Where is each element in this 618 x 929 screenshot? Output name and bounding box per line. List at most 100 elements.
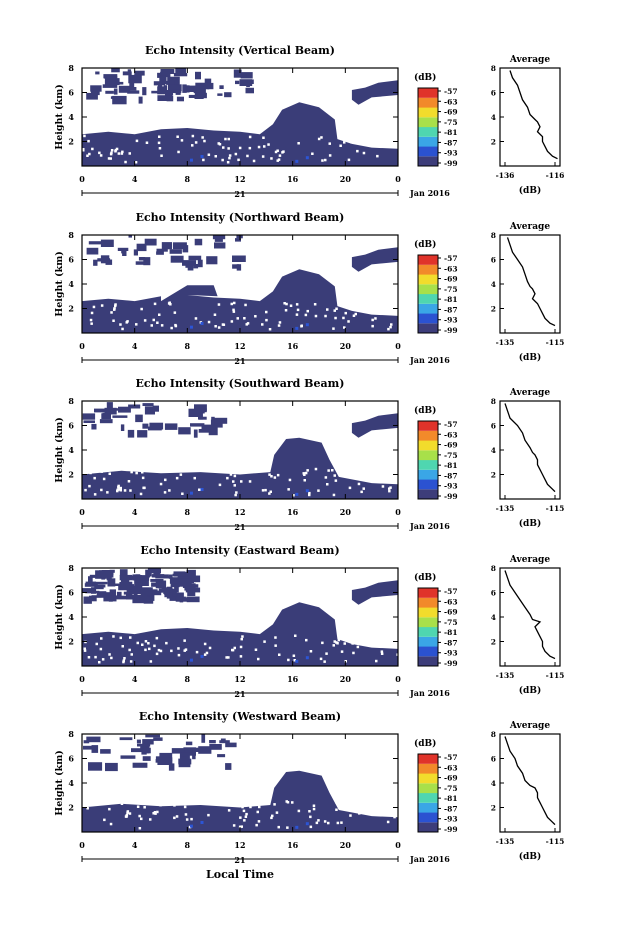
echo-gap: [183, 649, 186, 652]
y-tick-label: 6: [68, 421, 74, 431]
echo-gap: [357, 482, 361, 486]
colorbar-swatch: [418, 773, 438, 784]
echo-speckle: [135, 261, 148, 265]
echo-gap: [335, 808, 338, 811]
colorbar-swatch: [418, 156, 438, 167]
x-tick-label: 0: [395, 840, 401, 850]
echo-speckle: [183, 747, 196, 756]
echo-gap: [130, 470, 133, 474]
echo-gap: [334, 479, 338, 482]
echo-gap: [231, 648, 234, 652]
colorbar-swatch: [418, 255, 438, 265]
y-axis-label: Height (km): [54, 750, 65, 816]
echo-gap: [214, 325, 217, 328]
echo-gap: [128, 152, 131, 155]
echo-gap: [114, 303, 117, 306]
echo-speckle: [153, 737, 163, 741]
echo-gap: [165, 641, 168, 645]
echo-gap: [118, 488, 121, 491]
colorbar-tick-label: -75: [444, 618, 458, 627]
echo-speckle: [171, 748, 185, 754]
echo-gap: [327, 469, 330, 472]
echo-gap: [149, 660, 153, 663]
x-tick-label: 0: [395, 341, 401, 351]
echo-gap: [155, 636, 159, 640]
echo-gap: [261, 489, 265, 492]
echo-gap: [88, 484, 91, 488]
colorbar-swatch: [418, 294, 438, 304]
colorbar-swatch: [418, 97, 438, 108]
echo-gap: [102, 802, 106, 805]
echo-gap: [243, 317, 246, 320]
echo-speckle: [211, 416, 215, 425]
colorbar-tick-label: -99: [444, 326, 458, 335]
echo-gap: [235, 491, 238, 494]
colorbar-tick-label: -81: [444, 128, 458, 137]
echo-gap: [108, 653, 111, 656]
average-profile-line: [504, 570, 556, 660]
echo-speckle: [137, 430, 148, 438]
day-label: 21: [234, 189, 245, 199]
echo-gap: [256, 468, 260, 472]
echo-gap: [218, 483, 222, 487]
echo-gap: [202, 158, 205, 162]
colorbar-swatch: [418, 617, 438, 628]
echo-speckle: [137, 743, 151, 747]
x-tick-label: 16: [287, 341, 299, 351]
echo-gap: [94, 655, 97, 659]
echo-gap: [112, 635, 115, 638]
x-tick-label: 8: [185, 341, 191, 351]
echo-gap: [389, 486, 392, 489]
echo-gap: [270, 157, 273, 160]
colorbar-swatch: [418, 627, 438, 637]
echo-gap: [289, 304, 293, 307]
echo-gap: [232, 308, 235, 312]
echo-gap: [242, 809, 246, 813]
echo-speckle: [100, 255, 110, 264]
echo-gap: [136, 641, 139, 645]
x-tick-label: 16: [287, 840, 299, 850]
echo-speckle: [120, 424, 125, 431]
echo-gap: [311, 152, 314, 155]
x-tick-label: 4: [132, 840, 138, 850]
echo-speckle: [145, 734, 160, 738]
x-tick-label: 16: [287, 507, 299, 517]
echo-gap: [324, 314, 327, 318]
echo-gap: [380, 652, 384, 655]
y-tick-label: 8: [68, 396, 74, 406]
echo-speckle: [232, 255, 246, 262]
echo-gap: [226, 476, 229, 480]
echo-gap: [347, 320, 350, 323]
echo-gap: [141, 471, 144, 474]
x-tick-label: 0: [79, 507, 85, 517]
echo-speckle: [118, 406, 131, 413]
echo-gap: [381, 637, 385, 640]
y-tick-label: 6: [68, 588, 74, 598]
x-tick-label: 8: [185, 840, 191, 850]
echo-gap: [300, 325, 303, 328]
echo-gap: [286, 826, 289, 829]
x-tick-label: 12: [234, 341, 245, 351]
echo-strong-point: [295, 159, 299, 163]
colorbar-tick-label: -93: [444, 316, 458, 325]
echo-speckle: [111, 68, 120, 73]
echo-speckle: [192, 754, 196, 760]
average-profile-line: [506, 237, 556, 327]
echo-gap: [390, 323, 393, 326]
colorbar-frame: [417, 587, 439, 667]
echo-strong-point: [200, 487, 204, 491]
echo-gap: [278, 154, 282, 157]
colorbar-tick-label: -99: [444, 159, 458, 168]
colorbar-swatch: [418, 284, 438, 295]
echo-gap: [393, 815, 396, 819]
y-tick-label: 6: [68, 754, 74, 764]
echo-gap: [157, 648, 161, 652]
echo-speckle: [187, 590, 196, 596]
echo-gap: [168, 301, 171, 304]
echo-gap: [239, 801, 242, 805]
echo-gap: [232, 310, 236, 313]
echo-speckle: [201, 734, 206, 743]
echo-speckle: [99, 419, 113, 424]
echo-gap: [374, 479, 377, 482]
